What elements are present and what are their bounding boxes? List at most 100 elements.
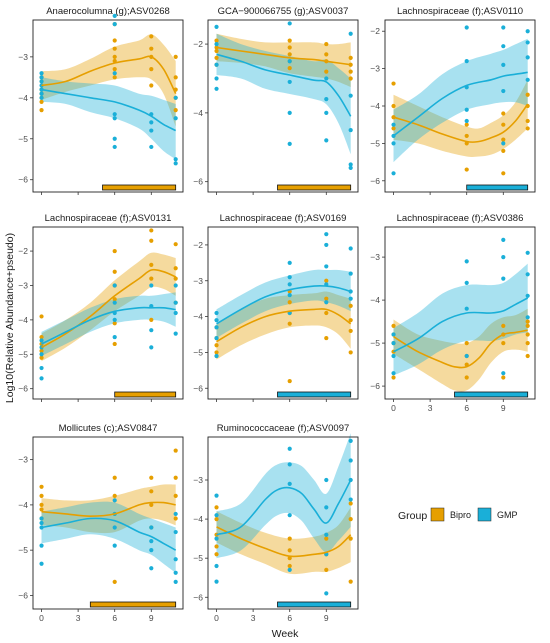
point-gmp	[501, 371, 506, 376]
point-bipro	[214, 343, 219, 348]
point-gmp	[287, 462, 292, 467]
point-bipro	[149, 489, 154, 494]
point-gmp	[39, 516, 44, 521]
point-bipro	[39, 484, 44, 489]
x-tick-label: 3	[76, 613, 81, 623]
y-tick-label: −3	[18, 52, 28, 62]
point-bipro	[173, 75, 178, 80]
point-bipro	[287, 52, 292, 57]
point-bipro	[287, 563, 292, 569]
panel-background	[33, 20, 183, 192]
point-gmp	[112, 283, 117, 288]
point-gmp	[214, 325, 219, 330]
point-bipro	[287, 45, 292, 50]
point-gmp	[348, 31, 353, 36]
y-tick-label: −3	[18, 280, 28, 290]
point-gmp	[287, 481, 292, 487]
timing-bar	[277, 184, 352, 191]
point-gmp	[149, 345, 154, 350]
legend-label-bipro: Bipro	[450, 510, 471, 520]
point-gmp	[287, 282, 292, 287]
panel-title: Anaerocolumna (g);ASV0268	[46, 6, 170, 17]
x-tick-label: 9	[501, 403, 506, 413]
point-bipro	[173, 475, 178, 480]
point-gmp	[501, 255, 506, 260]
point-gmp	[39, 376, 44, 381]
ribbon-bipro	[41, 34, 176, 127]
point-gmp	[112, 525, 117, 530]
point-bipro	[287, 378, 292, 384]
point-gmp	[348, 271, 353, 276]
point-bipro	[112, 46, 117, 51]
point-bipro	[348, 579, 353, 584]
y-tick-label: −6	[193, 383, 203, 393]
ribbon-gmp	[393, 263, 528, 376]
point-bipro	[39, 99, 44, 105]
point-gmp	[112, 112, 117, 117]
point-gmp	[39, 75, 44, 80]
y-tick-label: −4	[370, 101, 380, 111]
point-bipro	[149, 262, 154, 267]
point-bipro	[501, 375, 506, 380]
point-bipro	[287, 66, 292, 71]
point-bipro	[464, 341, 469, 346]
point-gmp	[501, 25, 506, 30]
timing-bar	[277, 601, 352, 608]
ribbon-gmp	[393, 38, 528, 163]
y-tick-label: −3	[18, 455, 28, 465]
panel-title: Mollicutes (c);ASV0847	[59, 423, 158, 434]
trend-line-bipro	[393, 329, 528, 369]
point-gmp	[39, 71, 44, 76]
point-gmp	[324, 138, 329, 143]
point-bipro	[348, 303, 353, 308]
point-gmp	[391, 353, 396, 359]
point-gmp	[324, 477, 329, 483]
point-bipro	[214, 505, 219, 510]
point-gmp	[348, 93, 353, 98]
panel-background	[385, 20, 535, 192]
point-bipro	[391, 375, 396, 380]
point-bipro	[149, 276, 154, 281]
timing-bar	[114, 391, 177, 398]
y-tick-label: −2	[370, 26, 380, 36]
point-bipro	[39, 502, 44, 507]
panel-border	[32, 19, 184, 193]
point-gmp	[525, 293, 530, 298]
ribbon-bipro	[41, 252, 176, 362]
point-gmp	[287, 513, 292, 518]
point-gmp	[287, 260, 292, 265]
point-bipro	[173, 242, 178, 247]
point-gmp	[214, 536, 219, 541]
point-gmp	[391, 141, 396, 146]
trend-line-bipro	[41, 268, 177, 349]
point-gmp	[112, 13, 117, 19]
point-bipro	[149, 67, 154, 72]
point-gmp	[149, 539, 154, 544]
y-tick-label: −4	[193, 514, 203, 524]
point-bipro	[501, 323, 506, 328]
point-gmp	[149, 128, 154, 133]
point-bipro	[287, 548, 292, 553]
point-bipro	[464, 122, 469, 127]
point-gmp	[149, 525, 154, 530]
panel-title: Ruminococcaceae (f);ASV0097	[217, 423, 350, 434]
point-gmp	[391, 371, 396, 376]
point-gmp	[112, 498, 117, 503]
point-gmp	[324, 76, 329, 81]
point-bipro	[324, 567, 329, 573]
panel-4: Lachnospiraceae (f);ASV0131 −2 −3 −4 −5 −6	[18, 213, 184, 402]
point-gmp	[324, 242, 329, 248]
timing-bar	[89, 601, 177, 608]
point-bipro	[324, 41, 329, 47]
y-tick-label: −6	[193, 177, 203, 187]
y-tick-label: −4	[18, 315, 28, 325]
point-bipro	[39, 334, 44, 340]
trend-line-gmp	[216, 53, 352, 117]
point-gmp	[501, 237, 506, 242]
trend-line-bipro	[216, 46, 351, 66]
point-gmp	[173, 310, 178, 316]
point-gmp	[214, 76, 219, 81]
point-bipro	[501, 341, 506, 346]
point-bipro	[324, 69, 329, 74]
point-bipro	[173, 448, 178, 453]
